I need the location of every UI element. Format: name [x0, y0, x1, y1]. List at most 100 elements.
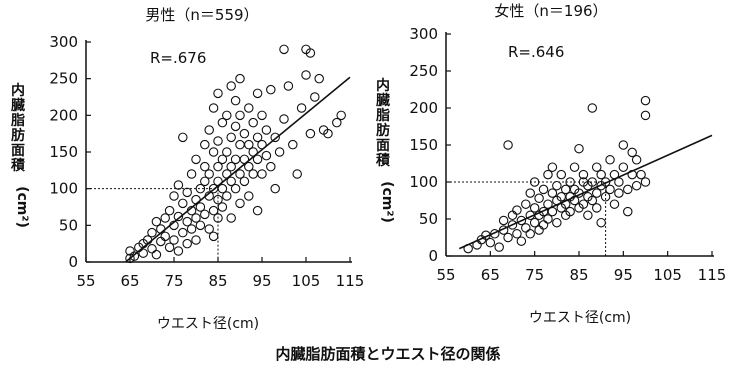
data-point — [521, 199, 531, 209]
data-point — [503, 232, 513, 243]
data-point — [252, 132, 263, 143]
y-tick-label: 0 — [68, 253, 78, 271]
data-point — [516, 236, 527, 246]
data-point — [164, 205, 175, 216]
y-axis-label: 内臓脂肪面積 (cm²) — [10, 82, 30, 228]
x-tick-label: 65 — [120, 272, 139, 290]
correlation-annotation: R=.646 — [508, 43, 564, 61]
data-point — [538, 184, 549, 195]
data-point — [230, 154, 241, 165]
data-point — [200, 139, 210, 150]
data-point — [560, 199, 571, 209]
data-point — [252, 88, 263, 99]
data-point — [200, 176, 210, 187]
data-point — [208, 205, 219, 216]
y-tick-label: 100 — [409, 173, 438, 191]
data-point — [538, 220, 549, 230]
x-tick-label: 75 — [164, 272, 183, 290]
data-point — [147, 227, 157, 238]
data-point — [213, 88, 223, 99]
data-point — [230, 121, 241, 132]
data-point — [213, 194, 223, 205]
data-point — [129, 251, 140, 261]
data-point — [235, 110, 245, 121]
data-point — [217, 117, 228, 128]
data-point — [222, 147, 232, 157]
regression-line — [125, 76, 351, 263]
x-axis-label: ウエスト径(cm) — [529, 310, 631, 326]
data-point — [200, 209, 210, 220]
data-point — [507, 210, 518, 221]
y-axis-unit-label: (cm²) — [379, 181, 395, 223]
data-point — [631, 180, 642, 191]
data-point — [578, 169, 589, 180]
data-point — [543, 214, 553, 224]
data-point — [623, 206, 633, 217]
data-point — [204, 224, 214, 234]
x-tick-label: 55 — [436, 266, 455, 284]
y-tick-label: 50 — [419, 210, 438, 228]
data-point — [213, 213, 223, 223]
data-point — [521, 223, 531, 233]
data-point — [173, 211, 184, 222]
data-point — [305, 48, 316, 58]
data-point — [640, 110, 651, 121]
data-point — [627, 147, 637, 158]
data-point — [191, 235, 201, 245]
data-point — [305, 128, 316, 139]
data-point — [252, 154, 263, 165]
data-point — [503, 140, 513, 150]
data-point — [279, 114, 289, 124]
data-point — [204, 125, 214, 135]
x-axis-label: ウエスト径(cm) — [157, 316, 259, 332]
figure-caption: 内臓脂肪面積とウエスト径の関係 — [275, 345, 500, 363]
data-point — [525, 188, 535, 198]
data-point — [248, 117, 258, 128]
data-point — [173, 180, 184, 190]
y-tick-label: 150 — [49, 143, 78, 161]
x-tick-label: 65 — [481, 266, 500, 284]
y-axis-label-vertical: 内臓脂肪面積 — [10, 82, 26, 174]
y-axis-label-vertical: 内臓脂肪面積 — [375, 77, 391, 169]
data-point — [226, 213, 236, 223]
x-tick-label: 55 — [76, 272, 95, 290]
data-point — [314, 73, 324, 84]
data-point — [534, 193, 544, 204]
data-point — [512, 229, 522, 239]
data-point — [235, 73, 245, 84]
data-point — [169, 235, 179, 245]
regression-line — [458, 134, 713, 250]
data-point — [222, 191, 232, 201]
data-point — [529, 217, 540, 228]
data-point — [226, 132, 236, 143]
data-point — [507, 220, 518, 230]
data-point — [204, 169, 214, 179]
data-point — [169, 191, 179, 201]
data-point — [547, 188, 558, 198]
data-point — [261, 125, 272, 135]
data-point — [543, 169, 553, 180]
data-point — [151, 216, 162, 227]
data-point — [640, 177, 651, 187]
y-tick-label: 300 — [49, 33, 78, 51]
data-point — [217, 202, 228, 212]
scatter-chart-male: 男性（n＝559） R=.676 ウエスト径(cm) 内臓脂肪面積 (cm²) … — [10, 6, 364, 332]
data-point — [191, 154, 201, 165]
data-point — [208, 147, 219, 157]
data-point — [605, 184, 615, 195]
data-point — [591, 203, 602, 213]
data-point — [596, 169, 606, 180]
x-tick-label: 105 — [292, 272, 321, 290]
y-tick-label: 300 — [409, 25, 438, 43]
data-point — [587, 177, 598, 187]
data-point — [244, 103, 254, 113]
data-point — [301, 70, 311, 80]
data-point — [498, 215, 509, 226]
data-point — [244, 191, 254, 201]
data-point — [552, 217, 562, 228]
data-point — [547, 162, 558, 172]
data-point — [235, 139, 245, 150]
data-point — [525, 229, 535, 239]
data-point — [182, 216, 192, 227]
